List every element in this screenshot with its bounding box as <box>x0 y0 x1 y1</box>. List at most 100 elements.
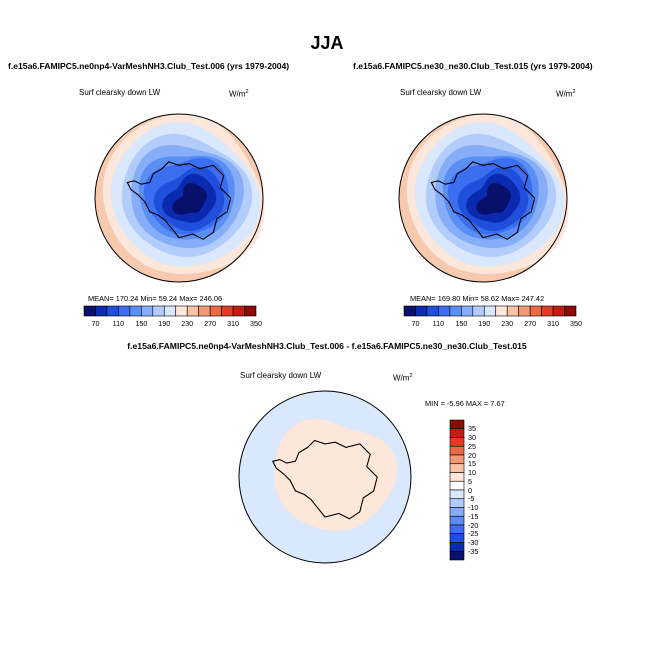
interior-3 <box>172 183 207 215</box>
antarctica-coastline <box>430 161 536 240</box>
colorbar-tick-label: 270 <box>204 319 217 328</box>
panel1-variable-label: Surf clearsky down LW <box>79 88 161 97</box>
colorbar-swatch <box>129 305 142 317</box>
panel2-colorbar-labels: 70 110 150 190 230 270 310 350 <box>404 319 582 329</box>
colorbar-swatch <box>449 550 465 561</box>
panel1-units: W/m2 <box>229 89 249 99</box>
colorbar-tick-label: 20 <box>468 450 476 460</box>
colorbar-swatch <box>564 305 577 317</box>
colorbar-swatch <box>106 305 119 317</box>
panel1-stats: MEAN= 170.24 Min= 59.24 Max= 246.06 <box>88 294 223 303</box>
panel1-polar-map <box>94 113 265 283</box>
colorbar-swatch <box>198 305 211 317</box>
colorbar-swatch <box>232 305 245 317</box>
colorbar-tick-label: -5 <box>468 494 475 504</box>
panel2-colorbar <box>403 305 577 317</box>
colorbar-swatch <box>449 472 465 482</box>
colorbar-swatch <box>449 305 462 317</box>
colorbar-swatch <box>449 507 465 517</box>
colorbar-tick-label: 0 <box>468 485 472 495</box>
colorbar-tick-label: -20 <box>468 520 479 530</box>
colorbar-swatch <box>518 305 531 317</box>
colorbar-tick-label: 230 <box>501 319 514 328</box>
colorbar-swatch <box>461 305 474 317</box>
colorbar-swatch <box>163 305 177 317</box>
panel2-polar-map <box>398 113 569 283</box>
colorbar-tick-label: 190 <box>478 319 491 328</box>
colorbar-swatch <box>483 305 497 317</box>
colorbar-swatch <box>449 428 465 438</box>
diff-stats: MIN = -5.96 MAX = 7.67 <box>425 399 505 408</box>
colorbar-swatch <box>541 305 554 317</box>
diff-colorbar-labels: 35 30 25 20 15 10 5 0 -5 -10 -15 -20 -25 -30 -35 <box>468 420 498 560</box>
map-border <box>94 113 264 283</box>
map-border <box>238 390 412 564</box>
colorbar-tick-label: 25 <box>468 441 476 451</box>
colorbar-swatch <box>449 437 465 447</box>
map-border <box>398 113 568 283</box>
panel2-stats: MEAN= 169.80 Min= 58.62 Max= 247.42 <box>410 294 545 303</box>
colorbar-swatch <box>141 305 154 317</box>
colorbar-tick-label: 310 <box>547 319 560 328</box>
colorbar-tick-label: 270 <box>524 319 537 328</box>
colorbar-swatch <box>186 305 199 317</box>
colorbar-tick-label: 30 <box>468 433 476 442</box>
colorbar-swatch <box>95 305 108 317</box>
colorbar-swatch <box>449 463 465 473</box>
colorbar-swatch <box>83 305 96 317</box>
colorbar-tick-label: -35 <box>468 546 479 556</box>
diff-variable-label: Surf clearsky down LW <box>240 371 322 380</box>
colorbar-swatch <box>529 305 542 317</box>
colorbar-tick-label: 70 <box>411 319 420 328</box>
panel1-colorbar <box>83 305 257 317</box>
colorbar-tick-label: -15 <box>468 511 479 521</box>
colorbar-tick-label: 230 <box>181 319 194 328</box>
colorbar-tick-label: 15 <box>468 459 476 469</box>
colorbar-tick-label: 35 <box>468 424 476 434</box>
colorbar-tick-label: -10 <box>468 503 479 512</box>
colorbar-swatch <box>426 305 439 317</box>
colorbar-swatch <box>472 305 485 317</box>
diff-colorbar <box>449 419 465 561</box>
panel2-variable-label: Surf clearsky down LW <box>400 88 482 97</box>
colorbar-swatch <box>449 419 465 430</box>
colorbar-swatch <box>209 305 222 317</box>
colorbar-tick-label: 150 <box>455 319 468 328</box>
colorbar-tick-label: 310 <box>227 319 240 328</box>
colorbar-swatch <box>495 305 508 317</box>
colorbar-tick-label: -30 <box>468 538 479 547</box>
colorbar-tick-label: 350 <box>570 319 582 328</box>
colorbar-tick-label: 70 <box>91 319 100 328</box>
diff-polar-map <box>238 390 412 564</box>
colorbar-tick-label: 110 <box>112 319 125 328</box>
colorbar-tick-label: 110 <box>432 319 445 328</box>
colorbar-swatch <box>449 533 465 543</box>
panel2-units: W/m2 <box>556 89 576 99</box>
colorbar-swatch <box>506 305 519 317</box>
interior-3 <box>476 183 511 215</box>
colorbar-swatch <box>449 524 465 535</box>
panel2-case-title: f.e15a6.FAMIPC5.ne30_ne30.Club_Test.015 … <box>353 61 593 71</box>
colorbar-swatch <box>221 305 234 317</box>
colorbar-swatch <box>449 515 465 526</box>
antarctica-coastline <box>271 439 378 520</box>
colorbar-swatch <box>152 305 165 317</box>
diff-title: f.e15a6.FAMIPC5.ne0np4-VarMeshNH3.Club_T… <box>127 341 527 351</box>
colorbar-tick-label: 190 <box>158 319 171 328</box>
colorbar-tick-label: 150 <box>135 319 148 328</box>
panel1-case-title: f.e15a6.FAMIPC5.ne0np4-VarMeshNH3.Club_T… <box>8 61 290 71</box>
colorbar-tick-label: 10 <box>468 468 476 477</box>
colorbar-tick-label: -25 <box>468 529 479 539</box>
colorbar-swatch <box>438 305 451 317</box>
diff-units: W/m2 <box>393 373 413 383</box>
colorbar-swatch <box>449 454 465 465</box>
colorbar-swatch <box>244 305 257 317</box>
antarctica-coastline <box>126 161 232 240</box>
panel1-colorbar-labels: 70 110 150 190 230 270 310 350 <box>84 319 262 329</box>
main-title: JJA <box>310 33 344 53</box>
colorbar-swatch <box>449 445 465 456</box>
colorbar-tick-label: 5 <box>468 476 472 486</box>
colorbar-swatch <box>552 305 565 317</box>
colorbar-swatch <box>118 305 131 317</box>
colorbar-swatch <box>449 480 465 491</box>
